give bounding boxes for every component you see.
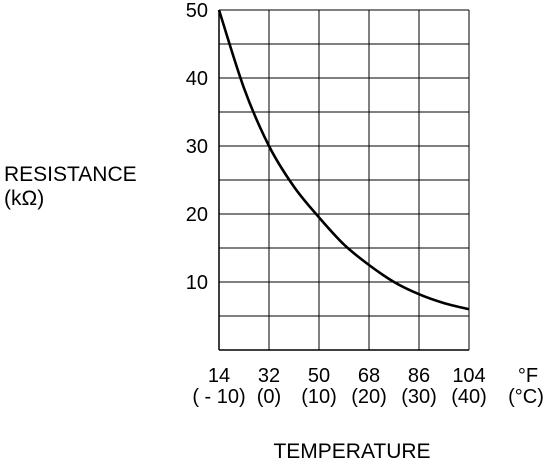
- y-tick-label: 40: [186, 68, 208, 90]
- y-axis-ticks: 50 40 30 20 10: [186, 0, 208, 294]
- x-tick-label-fahrenheit: 104: [452, 365, 485, 387]
- y-tick-label: 10: [186, 272, 208, 294]
- resistance-curve: [217, 9, 470, 311]
- x-tick-label-fahrenheit: 68: [358, 365, 380, 387]
- x-tick-label-celsius: (40): [451, 386, 487, 408]
- x-tick-label-celsius: (0): [257, 386, 281, 408]
- y-tick-label: 20: [186, 204, 208, 226]
- y-tick-label: 30: [186, 136, 208, 158]
- y-tick-label: 50: [186, 0, 208, 22]
- x-unit-fahrenheit: °F: [518, 365, 538, 387]
- x-axis-ticks: 14( - 10) 32(0) 50(10) 68(20) 86(30) 104(40): [192, 365, 486, 408]
- x-tick-label-fahrenheit: 50: [308, 365, 330, 387]
- x-tick-label-celsius: ( - 10): [192, 386, 245, 408]
- y-axis-label-line2: (kΩ): [4, 187, 44, 210]
- x-tick-label-celsius: (30): [401, 386, 437, 408]
- y-axis-label-line1: RESISTANCE: [4, 163, 137, 186]
- x-tick-label-celsius: (20): [351, 386, 387, 408]
- x-tick-label-fahrenheit: 32: [258, 365, 280, 387]
- x-unit-celsius: (°C): [508, 386, 544, 408]
- x-axis-label: TEMPERATURE: [273, 440, 430, 463]
- x-tick-label-celsius: (10): [301, 386, 337, 408]
- x-tick-label-fahrenheit: 14: [208, 365, 230, 387]
- chart-grid: [218, 9, 470, 351]
- x-tick-label-fahrenheit: 86: [408, 365, 430, 387]
